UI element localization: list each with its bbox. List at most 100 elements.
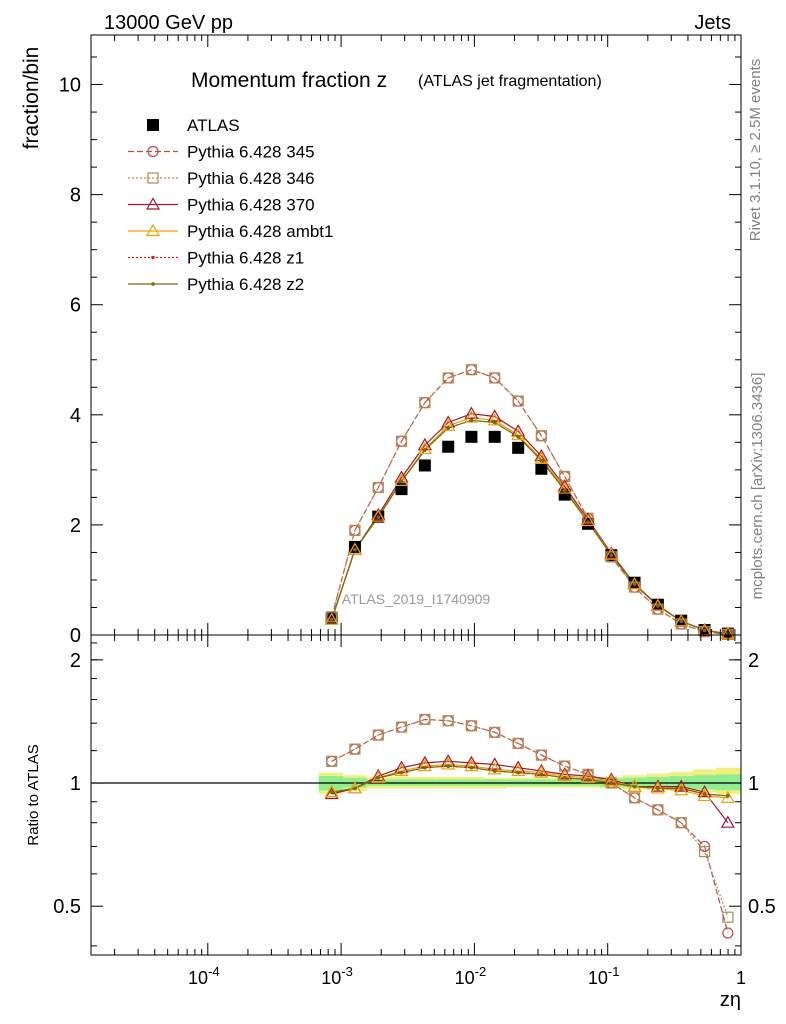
main-point-atlas xyxy=(512,441,525,454)
legend-marker-pythia-6-428-ambt1 xyxy=(145,223,161,237)
ratio-line-pythia-6-428-345 xyxy=(331,718,729,934)
main-line-pythia-6-428-346 xyxy=(331,369,728,635)
y-tick-label: 0 xyxy=(70,625,81,647)
y-axis-label: fraction/bin xyxy=(20,47,43,150)
ratio-point-pythia-6-428-ambt1 xyxy=(580,770,596,783)
ratio-point-pythia-6-428-ambt1 xyxy=(650,781,665,794)
x-tick-label: 10-1 xyxy=(588,964,620,988)
ratio-y-axis-label: Ratio to ATLAS xyxy=(25,744,42,845)
main-point-pythia-6-428-ambt1 xyxy=(557,481,572,494)
ratio-point-pythia-6-428-z2 xyxy=(726,794,730,798)
x-tick-label: 10-2 xyxy=(455,964,487,988)
ratio-point-pythia-6-428-z2 xyxy=(679,786,684,791)
x-tick-label: 10-3 xyxy=(321,964,353,988)
ratio-point-pythia-6-428-z2 xyxy=(469,765,474,770)
series-lines xyxy=(331,369,729,934)
legend-marker-pythia-6-428-346 xyxy=(147,172,159,184)
y-tick-label: 6 xyxy=(70,295,81,317)
ratio-point-pythia-6-428-346 xyxy=(372,729,384,741)
ratio-point-pythia-6-428-ambt1 xyxy=(487,762,502,775)
watermark-label: ATLAS_2019_I1740909 xyxy=(342,591,491,607)
main-point-pythia-6-428-z2 xyxy=(423,448,427,452)
main-point-pythia-6-428-ambt1 xyxy=(580,513,596,527)
ratio-point-pythia-6-428-345 xyxy=(326,755,338,767)
main-point-pythia-6-428-z2 xyxy=(656,604,660,608)
x-tick-label: 10-4 xyxy=(188,964,220,988)
ratio-point-pythia-6-428-370 xyxy=(674,779,689,792)
ratio-point-pythia-6-428-ambt1 xyxy=(324,784,339,798)
legend-marker-pythia-6-428-370 xyxy=(145,197,161,210)
uncertainty-band xyxy=(91,767,741,795)
ratio-point-pythia-6-428-346 xyxy=(465,720,478,732)
ratio-point-pythia-6-428-346 xyxy=(419,713,431,726)
main-point-pythia-6-428-346 xyxy=(489,372,501,384)
ratio-point-pythia-6-428-z2 xyxy=(539,772,544,777)
ratio-point-pythia-6-428-z2 xyxy=(632,784,637,789)
legend-marker-pythia-6-428-z1 xyxy=(151,255,155,260)
main-point-pythia-6-428-ambt1 xyxy=(324,612,339,625)
main-point-pythia-6-428-346 xyxy=(349,524,361,537)
main-point-pythia-6-428-z2 xyxy=(539,458,544,463)
legend-marker-pythia-6-428-345 xyxy=(147,145,159,158)
legend-label-pythia-6-428-345: Pythia 6.428 345 xyxy=(187,143,315,162)
legend-label-atlas: ATLAS xyxy=(187,116,240,135)
legend-label-pythia-6-428-370: Pythia 6.428 370 xyxy=(187,196,315,215)
legend-label-pythia-6-428-ambt1: Pythia 6.428 ambt1 xyxy=(187,222,333,241)
ratio-point-pythia-6-428-z2 xyxy=(423,765,427,770)
y-tick-label: 8 xyxy=(70,185,81,207)
main-point-pythia-6-428-346 xyxy=(442,372,454,384)
band-inner-bin xyxy=(692,775,717,790)
ratio-frame xyxy=(90,634,742,956)
main-point-pythia-6-428-346 xyxy=(395,435,408,447)
ratio-point-pythia-6-428-z2 xyxy=(656,786,660,791)
main-point-pythia-6-428-z2 xyxy=(353,547,357,552)
ratio-point-pythia-6-428-370 xyxy=(720,815,735,828)
header-right-label: Jets xyxy=(694,12,731,34)
ratio-point-pythia-6-428-346 xyxy=(395,721,408,733)
legend-label-pythia-6-428-z2: Pythia 6.428 z2 xyxy=(187,275,304,294)
ratio-point-pythia-6-428-z2 xyxy=(376,775,381,780)
side-bottom-label: mcplots.cern.ch [arXiv:1306.3436] xyxy=(749,373,766,600)
main-point-pythia-6-428-z2 xyxy=(586,520,590,524)
ratio-point-pythia-6-428-346 xyxy=(652,804,664,816)
y-tick-label: 10 xyxy=(59,75,81,97)
ratio-point-pythia-6-428-370 xyxy=(371,768,386,782)
main-point-pythia-6-428-346 xyxy=(465,364,478,376)
legend: ATLAS Pythia 6.428 345 Pythia 6.428 346 Pyt… xyxy=(128,116,333,294)
ratio-point-pythia-6-428-ambt1 xyxy=(371,770,386,783)
ratio-point-pythia-6-428-ambt1 xyxy=(697,788,712,802)
ratio-point-pythia-6-428-346 xyxy=(698,845,711,858)
main-point-pythia-6-428-z2 xyxy=(609,553,614,557)
main-point-pythia-6-428-ambt1 xyxy=(511,427,526,441)
main-point-atlas xyxy=(418,459,431,472)
ratio-point-pythia-6-428-346 xyxy=(489,726,501,738)
ratio-point-pythia-6-428-345 xyxy=(395,721,408,733)
main-point-atlas xyxy=(558,488,571,501)
ratio-point-pythia-6-428-z2 xyxy=(399,770,404,775)
main-point-atlas xyxy=(395,483,408,496)
ratio-point-pythia-6-428-ambt1 xyxy=(511,763,526,777)
ratio-point-pythia-6-428-z2 xyxy=(492,769,497,773)
ratio-line-pythia-6-428-370 xyxy=(331,760,729,824)
ratio-point-pythia-6-428-ambt1 xyxy=(347,781,362,794)
main-point-pythia-6-428-370 xyxy=(371,507,386,521)
chart-title: Momentum fraction z xyxy=(191,69,387,92)
main-point-pythia-6-428-z2 xyxy=(679,619,684,624)
main-point-pythia-6-428-346 xyxy=(326,611,338,623)
ratio-y-tick-label: 2 xyxy=(70,650,81,672)
main-point-atlas xyxy=(442,440,455,453)
ratio-point-pythia-6-428-ambt1 xyxy=(604,774,619,787)
ratio-point-pythia-6-428-z2 xyxy=(329,790,334,794)
band-inner-bin xyxy=(716,774,741,791)
main-point-pythia-6-428-370 xyxy=(464,406,479,419)
ratio-point-pythia-6-428-ambt1 xyxy=(464,758,479,772)
legend-label-pythia-6-428-346: Pythia 6.428 346 xyxy=(187,169,315,188)
ratio-y-tick-label: 0.5 xyxy=(53,896,81,918)
ratio-point-pythia-6-428-ambt1 xyxy=(557,768,572,782)
ratio-point-pythia-6-428-z2 xyxy=(446,764,450,768)
ratio-point-pythia-6-428-ambt1 xyxy=(441,757,456,770)
ratio-point-pythia-6-428-345 xyxy=(349,743,361,755)
main-point-pythia-6-428-z2 xyxy=(399,479,404,484)
x-tick-label: 1 xyxy=(736,968,746,988)
